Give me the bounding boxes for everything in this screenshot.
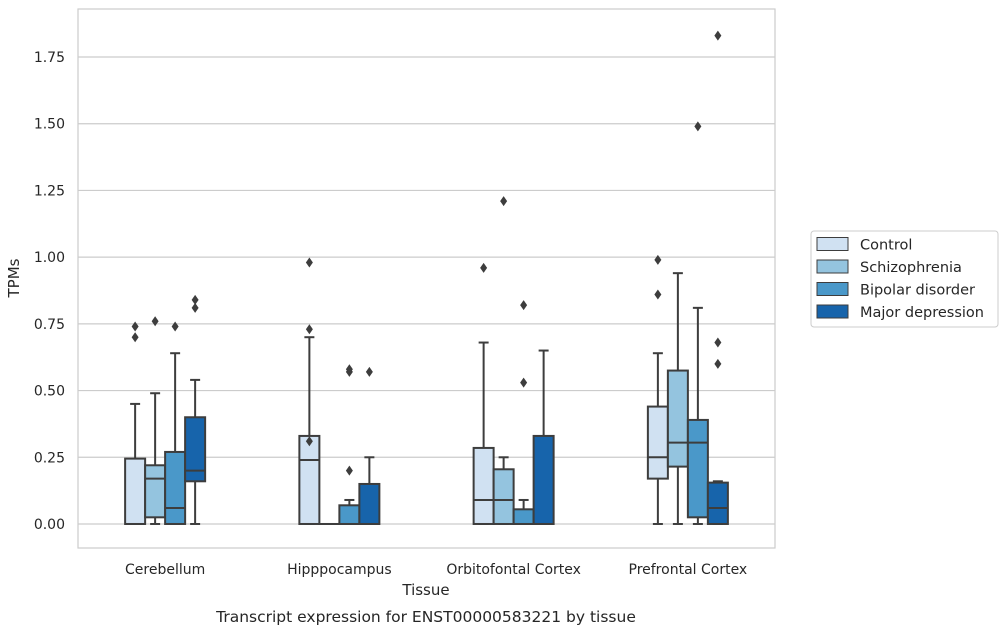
y-tick-label: 0.75 [34, 317, 65, 333]
outlier-point [365, 366, 373, 377]
y-axis-ticks: 0.00 0.25 0.50 0.75 1.00 1.25 1.50 1.75 [34, 50, 65, 533]
y-tick-label: 1.25 [34, 183, 65, 199]
y-tick-label: 1.75 [34, 50, 65, 66]
box [686, 418, 709, 519]
box [666, 369, 689, 468]
x-axis-title: Tissue [401, 581, 449, 599]
x-tick-label: Prefrontal Cortex [629, 562, 748, 578]
outlier-point [714, 358, 722, 369]
outlier-point [520, 377, 528, 388]
legend-swatch [816, 259, 849, 274]
box-group [184, 294, 207, 525]
box [298, 434, 321, 525]
box [512, 508, 535, 525]
box [338, 504, 361, 525]
boxes-layer [124, 30, 729, 525]
outlier-point [694, 121, 702, 132]
outlier-point [191, 294, 199, 305]
box-group [492, 196, 515, 525]
outlier-point [131, 321, 139, 332]
box-group [298, 257, 321, 525]
box-group [358, 366, 381, 525]
outlier-point [191, 302, 199, 313]
y-tick-label: 0.50 [34, 384, 65, 400]
y-tick-label: 1.50 [34, 117, 65, 133]
box [646, 405, 669, 480]
box [164, 450, 187, 525]
box-group [666, 272, 689, 525]
box-group [532, 349, 555, 525]
y-tick-label: 0.00 [34, 517, 65, 533]
outlier-point [714, 337, 722, 348]
outlier-point [171, 321, 179, 332]
box [184, 416, 207, 483]
box-group [646, 254, 669, 525]
legend-label: Control [860, 238, 912, 254]
legend-label: Bipolar disorder [860, 283, 975, 299]
box [124, 457, 147, 525]
legend: Control Schizophrenia Bipolar disorder Majo… [810, 230, 999, 328]
outlier-point [500, 196, 508, 207]
chart-caption: Transcript expression for ENST0000058322… [215, 608, 636, 626]
box [144, 464, 167, 519]
outlier-point [520, 300, 528, 311]
legend-label: Major depression [860, 305, 984, 321]
outlier-point [654, 254, 662, 265]
box [358, 482, 381, 525]
legend-swatch [816, 304, 849, 319]
outlier-point [345, 465, 353, 476]
outlier-point [305, 436, 313, 447]
outlier-point [305, 324, 313, 335]
y-tick-label: 0.25 [34, 450, 65, 466]
y-axis-title: TPMs [5, 258, 23, 298]
x-tick-label: Cerebellum [125, 562, 205, 578]
box-group [164, 321, 187, 525]
outlier-point [305, 257, 313, 268]
outlier-point [131, 332, 139, 343]
outlier-point [151, 316, 159, 327]
box-group [338, 364, 361, 525]
outlier-point [654, 289, 662, 300]
outlier-point [480, 262, 488, 273]
box [472, 446, 495, 525]
box [492, 468, 515, 525]
x-tick-label: Orbitofontal Cortex [446, 562, 581, 578]
y-tick-label: 1.00 [34, 250, 65, 266]
legend-swatch [816, 237, 849, 251]
legend-swatch [816, 282, 849, 296]
x-axis-ticks: Cerebellum Hipppocampus Orbitofontal Corte… [125, 562, 747, 578]
legend-frame [810, 230, 999, 328]
outlier-point [714, 30, 722, 41]
box-group [706, 30, 729, 525]
x-tick-label: Hipppocampus [287, 562, 392, 578]
box [532, 434, 555, 525]
box-group [686, 121, 709, 525]
box [706, 481, 729, 525]
outlier-point [345, 364, 353, 375]
legend-label: Schizophrenia [860, 260, 962, 276]
